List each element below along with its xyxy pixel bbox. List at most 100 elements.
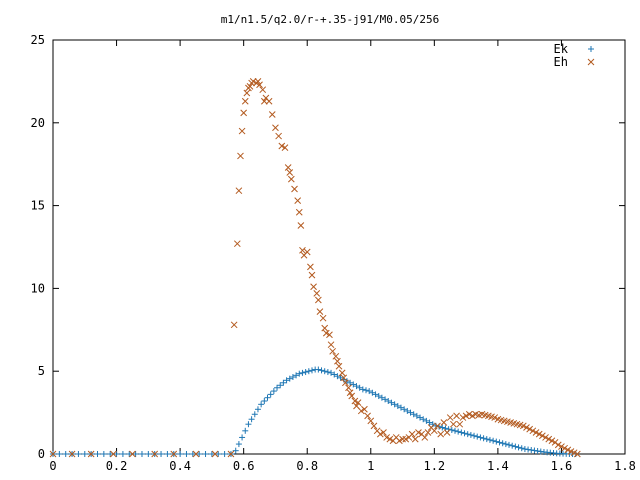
data-point xyxy=(329,347,336,355)
y-tick-label: 25 xyxy=(31,33,45,47)
data-point xyxy=(297,222,305,229)
data-point xyxy=(254,78,262,85)
data-point xyxy=(459,414,467,421)
data-point xyxy=(254,406,261,413)
data-point xyxy=(49,450,57,458)
data-point xyxy=(129,450,136,458)
y-tick-label: 0 xyxy=(38,447,45,461)
data-point xyxy=(483,436,490,443)
data-point xyxy=(535,430,543,438)
data-point xyxy=(573,450,581,458)
data-point xyxy=(420,416,427,423)
data-point xyxy=(331,371,338,378)
data-point xyxy=(189,451,196,457)
data-point xyxy=(202,451,209,457)
data-point xyxy=(322,329,330,337)
data-point xyxy=(272,124,279,132)
data-point xyxy=(327,341,335,349)
data-point xyxy=(278,142,286,150)
data-point xyxy=(561,444,568,452)
series-ek xyxy=(50,366,579,457)
data-point xyxy=(366,388,373,395)
data-point xyxy=(453,412,460,420)
data-point xyxy=(249,78,257,85)
data-point xyxy=(151,450,159,458)
data-point xyxy=(407,409,414,416)
data-point xyxy=(246,83,254,90)
data-point xyxy=(56,451,63,457)
data-point xyxy=(138,451,145,457)
data-point xyxy=(243,89,251,97)
data-point xyxy=(164,451,171,457)
data-point xyxy=(261,398,268,405)
data-point xyxy=(221,451,228,457)
data-point xyxy=(350,381,357,388)
data-point xyxy=(281,144,289,151)
data-point xyxy=(417,414,424,421)
data-point xyxy=(402,435,410,443)
data-point xyxy=(554,441,562,449)
data-point xyxy=(356,384,363,391)
data-point xyxy=(564,446,572,454)
data-point xyxy=(258,401,265,408)
data-point xyxy=(486,436,493,443)
data-point xyxy=(283,377,290,384)
data-point xyxy=(75,451,82,457)
data-point xyxy=(397,404,404,411)
x-tick-label: 1.4 xyxy=(487,459,509,473)
data-point xyxy=(345,384,352,392)
data-point xyxy=(450,420,457,428)
data-point xyxy=(318,367,325,374)
data-point xyxy=(512,443,519,450)
data-point xyxy=(321,324,329,332)
data-point xyxy=(268,111,276,118)
data-point xyxy=(233,240,241,248)
data-point xyxy=(354,399,362,407)
data-series xyxy=(49,78,581,458)
data-point xyxy=(519,422,527,430)
y-tick-label: 15 xyxy=(31,199,45,213)
data-point xyxy=(132,451,139,457)
data-point xyxy=(430,427,438,435)
data-point xyxy=(227,450,235,458)
data-point xyxy=(357,407,365,415)
data-point xyxy=(471,432,478,439)
data-point xyxy=(296,370,303,377)
data-point xyxy=(293,372,300,379)
data-point xyxy=(462,412,470,420)
data-point xyxy=(426,419,433,426)
axes: 0 0.2 0.4 0.6 0.8 1 1.2 1.4 1.6 1.8 0 5 10 15 20 25 xyxy=(31,33,636,473)
data-point xyxy=(338,369,346,377)
data-point xyxy=(413,412,420,419)
data-point xyxy=(289,373,296,380)
data-point xyxy=(315,366,322,373)
x-tick-label: 0.6 xyxy=(233,459,255,473)
data-point xyxy=(518,445,525,452)
data-point xyxy=(299,246,306,254)
legend-marker xyxy=(588,46,594,52)
data-point xyxy=(529,427,537,435)
legend-label: Eh xyxy=(554,55,568,69)
data-point xyxy=(437,430,445,438)
data-point xyxy=(230,321,238,329)
data-point xyxy=(251,411,258,418)
data-point xyxy=(307,263,314,271)
data-point xyxy=(424,429,432,436)
data-point xyxy=(421,434,429,441)
data-point xyxy=(382,396,389,403)
data-point xyxy=(451,427,458,434)
data-point xyxy=(170,450,178,458)
data-point xyxy=(446,414,454,421)
data-point xyxy=(539,432,546,440)
data-point xyxy=(353,383,360,390)
data-point xyxy=(340,374,348,382)
data-point xyxy=(490,437,497,444)
data-point xyxy=(415,429,422,436)
data-point xyxy=(294,197,302,204)
data-point xyxy=(238,127,246,135)
data-point xyxy=(310,283,317,291)
data-point xyxy=(385,398,392,405)
y-tick-label: 5 xyxy=(38,364,45,378)
data-point xyxy=(305,368,312,375)
